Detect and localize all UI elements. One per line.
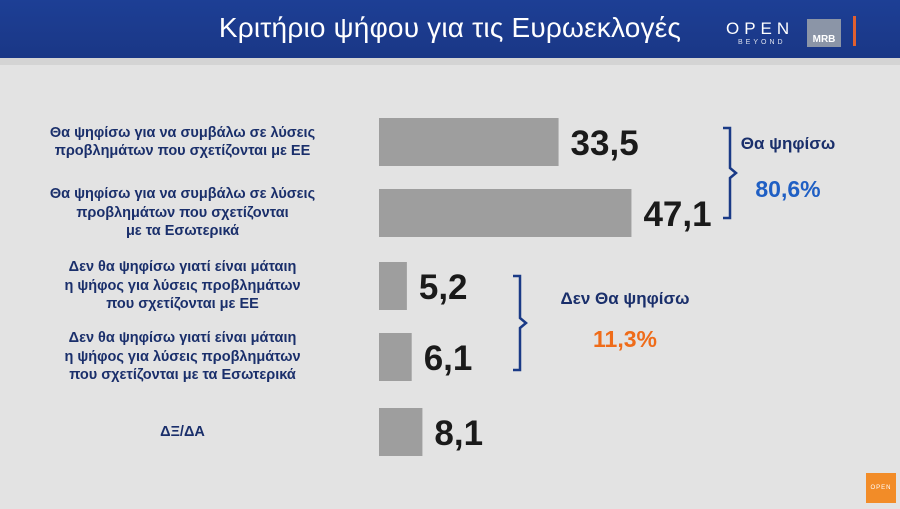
page-title: Κριτήριο ψήφου για τις Ευρωεκλογές <box>218 12 682 43</box>
accent-line <box>853 16 856 46</box>
value-label-4: 8,1 <box>434 414 483 453</box>
group-label-no-vote: Δεν Θα ψηφίσω <box>560 289 690 308</box>
header-separator <box>0 58 900 65</box>
group-total-no-vote: 11,3% <box>593 326 657 352</box>
bar-0 <box>379 118 559 166</box>
open-logo-subtitle: BEYOND <box>738 39 786 46</box>
category-label-line: προβλημάτων που σχετίζονται <box>76 204 289 221</box>
value-label-2: 5,2 <box>419 268 468 307</box>
category-label-2: Δεν θα ψηφίσω γιατί είναι μάταιη η ψήφος … <box>0 258 365 314</box>
category-label-line: προβλημάτων που σχετίζονται με ΕΕ <box>54 143 311 159</box>
header-bar: Κριτήριο ψήφου για τις Ευρωεκλογές OPEN … <box>0 0 900 58</box>
category-label-4: ΔΞ/ΔΑ <box>0 423 365 442</box>
bar-3 <box>379 333 412 381</box>
category-label-line: η ψήφος για λύσεις προβλημάτων <box>64 277 301 294</box>
category-label-line: Δεν θα ψηφίσω γιατί είναι μάταιη <box>68 259 297 276</box>
category-label-line: Θα ψηφίσω για να συμβάλω σε λύσεις <box>49 186 316 203</box>
category-label-0: Θα ψηφίσω για να συμβάλω σε λύσεις προβλη… <box>0 124 365 161</box>
category-label-1: Θα ψηφίσω για να συμβάλω σε λύσεις προβλη… <box>0 185 365 241</box>
value-label-1: 47,1 <box>643 195 711 234</box>
value-label-3: 6,1 <box>424 339 473 378</box>
group-bracket-no-vote <box>513 274 528 372</box>
group-bracket-vote <box>723 126 738 220</box>
channel-logo-icon: OPEN <box>866 473 896 503</box>
open-logo: OPEN <box>726 19 795 38</box>
category-label-line: με τα Εσωτερικά <box>125 223 240 240</box>
category-label-line: ΔΞ/ΔΑ <box>160 423 205 440</box>
category-label-line: Δεν θα ψηφίσω γιατί είναι μάταιη <box>68 330 297 347</box>
category-label-line: Θα ψηφίσω για να συμβάλω σε λύσεις <box>49 124 316 141</box>
bar-1 <box>379 189 632 237</box>
value-label-0: 33,5 <box>571 124 639 163</box>
bar-2 <box>379 262 407 310</box>
mrb-logo: MRB <box>807 19 841 47</box>
group-total-vote: 80,6% <box>755 176 821 202</box>
category-label-line: η ψήφος για λύσεις προβλημάτων <box>64 348 301 365</box>
group-label-vote: Θα ψηφίσω <box>740 134 836 153</box>
category-label-3: Δεν θα ψηφίσω γιατί είναι μάταιη η ψήφος … <box>0 329 365 385</box>
category-label-line: που σχετίζονται με ΕΕ <box>106 296 259 313</box>
category-label-line: που σχετίζονται με τα Εσωτερικά <box>69 367 296 384</box>
bar-4 <box>379 408 423 456</box>
